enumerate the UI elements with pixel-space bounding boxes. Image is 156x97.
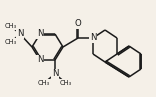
Text: N: N <box>52 69 58 78</box>
Text: CH₃: CH₃ <box>5 39 17 45</box>
Text: O: O <box>75 19 81 29</box>
Text: CH₃: CH₃ <box>60 80 72 86</box>
Text: CH₃: CH₃ <box>38 80 50 86</box>
Text: N: N <box>17 29 23 39</box>
Text: CH₃: CH₃ <box>5 23 17 29</box>
Text: N: N <box>37 29 43 39</box>
Text: N: N <box>90 33 96 42</box>
Text: N: N <box>37 55 43 65</box>
